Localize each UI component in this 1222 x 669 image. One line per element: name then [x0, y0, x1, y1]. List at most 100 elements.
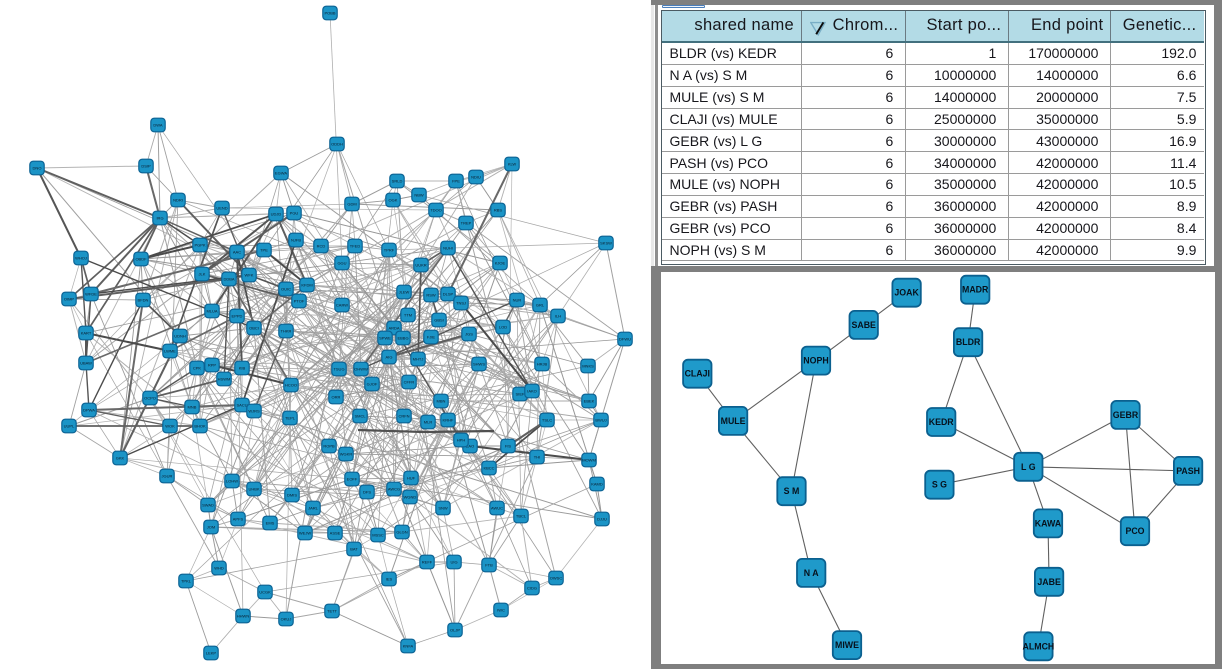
svg-text:WGKR: WGKR: [340, 452, 353, 457]
svg-text:UUPL: UUPL: [64, 424, 75, 429]
svg-text:TPKL: TPKL: [181, 579, 192, 584]
svg-text:DLSP: DLSP: [443, 292, 454, 297]
svg-text:JOAK: JOAK: [894, 288, 919, 298]
svg-text:UBAW: UBAW: [80, 361, 92, 366]
svg-text:RCD: RCD: [317, 244, 326, 249]
svg-text:L G: L G: [1021, 462, 1036, 472]
svg-text:LOD: LOD: [499, 325, 507, 330]
svg-text:KLW: KLW: [508, 162, 517, 167]
svg-text:WGND: WGND: [404, 495, 417, 500]
svg-text:EGWA: EGWA: [275, 171, 287, 176]
svg-text:GKK: GKK: [116, 456, 125, 461]
svg-text:CARW: CARW: [336, 303, 348, 308]
svg-text:SKSW: SKSW: [600, 241, 612, 246]
svg-text:GRL: GRL: [536, 303, 545, 308]
svg-text:NDIU: NDIU: [471, 175, 481, 180]
svg-text:IRG: IRG: [156, 216, 163, 221]
svg-text:TBCL: TBCL: [516, 514, 527, 519]
svg-text:PASH: PASH: [1176, 466, 1200, 476]
svg-text:TETT: TETT: [327, 609, 338, 614]
svg-text:BLDR: BLDR: [956, 337, 981, 347]
svg-text:DNO: DNO: [33, 166, 42, 171]
svg-text:BWUJ: BWUJ: [595, 418, 606, 423]
svg-text:DPWA: DPWA: [83, 408, 95, 413]
svg-text:N A: N A: [804, 568, 819, 578]
svg-text:KAMD: KAMD: [591, 482, 603, 487]
svg-text:HSWM: HSWM: [218, 377, 231, 382]
svg-text:TDOO: TDOO: [430, 208, 442, 213]
svg-text:UEND: UEND: [216, 206, 227, 211]
svg-text:IWC: IWC: [497, 608, 505, 613]
svg-text:DSIP: DSIP: [141, 164, 151, 169]
svg-text:AAC: AAC: [233, 250, 241, 255]
svg-text:S G: S G: [932, 480, 947, 490]
svg-text:PGU: PGU: [290, 211, 299, 216]
svg-text:GEBR: GEBR: [1113, 410, 1139, 420]
svg-text:MADR: MADR: [962, 285, 989, 295]
svg-text:EBEK: EBEK: [584, 399, 595, 404]
svg-text:JABE: JABE: [1037, 577, 1061, 587]
svg-text:UCGK: UCGK: [259, 590, 271, 595]
svg-text:THI: THI: [534, 455, 540, 460]
svg-text:OGK: OGK: [389, 198, 398, 203]
svg-text:REFF: REFF: [422, 560, 433, 565]
svg-text:IES: IES: [386, 577, 393, 582]
svg-text:MNKS: MNKS: [582, 364, 594, 369]
svg-text:NOPH: NOPH: [803, 356, 828, 366]
svg-text:BHOK: BHOK: [194, 424, 206, 429]
svg-text:SPWE: SPWE: [379, 336, 391, 341]
svg-text:WHD: WHD: [214, 566, 224, 571]
svg-text:WEJW: WEJW: [299, 531, 311, 536]
svg-text:UHBK: UHBK: [248, 487, 259, 492]
svg-text:PGPK: PGPK: [194, 243, 205, 248]
svg-text:SNW: SNW: [438, 506, 448, 511]
svg-text:MLR: MLR: [424, 420, 433, 425]
svg-text:ALMCH: ALMCH: [1023, 641, 1055, 651]
svg-text:MOWM: MOWM: [582, 458, 596, 463]
svg-text:PCO: PCO: [1125, 526, 1144, 536]
svg-text:DWA: DWA: [153, 123, 163, 128]
svg-text:KEDR: KEDR: [929, 417, 955, 427]
svg-text:MSSC: MSSC: [372, 533, 384, 538]
svg-text:GJOF: GJOF: [367, 382, 378, 387]
svg-text:NJFB: NJFB: [291, 238, 301, 243]
svg-text:WHOJ: WHOJ: [75, 256, 87, 261]
svg-text:RSW: RSW: [426, 293, 436, 298]
svg-text:WJRS: WJRS: [248, 409, 260, 414]
svg-text:POBB: POBB: [324, 11, 335, 16]
svg-text:MHTJ: MHTJ: [413, 357, 424, 362]
svg-text:MULE: MULE: [721, 416, 746, 426]
svg-text:ILH: ILH: [555, 314, 561, 319]
svg-text:ROPB: ROPB: [323, 444, 335, 449]
svg-text:FIS: FIS: [505, 444, 512, 449]
svg-text:FTB: FTB: [485, 563, 493, 568]
svg-text:HRJB: HRJB: [537, 362, 548, 367]
svg-text:ODDH: ODDH: [331, 142, 343, 147]
svg-text:OBDF: OBDF: [135, 257, 147, 262]
svg-text:TPE: TPE: [260, 248, 268, 253]
svg-text:CRFN: CRFN: [398, 414, 409, 419]
svg-text:OIMP: OIMP: [64, 297, 75, 302]
svg-text:KIB: KIB: [239, 366, 246, 371]
svg-text:OKUJ: OKUJ: [281, 617, 292, 622]
svg-text:OWSC: OWSC: [550, 576, 563, 581]
svg-text:HUF: HUF: [407, 476, 416, 481]
svg-text:JGUR: JGUR: [162, 474, 173, 479]
svg-text:JOM: JOM: [207, 525, 215, 530]
svg-text:EAO: EAO: [466, 444, 474, 449]
svg-text:SHWS: SHWS: [473, 362, 485, 367]
svg-text:DFS: DFS: [363, 490, 371, 495]
svg-text:DDBA: DDBA: [223, 277, 234, 282]
svg-text:CFFR: CFFR: [404, 380, 415, 385]
svg-text:EPPD: EPPD: [232, 314, 243, 319]
svg-text:NUR: NUR: [513, 298, 522, 303]
svg-text:CLAJI: CLAJI: [685, 369, 710, 379]
svg-text:TREP: TREP: [461, 221, 472, 226]
svg-text:SMCL: SMCL: [354, 414, 366, 419]
svg-text:GGU: GGU: [337, 261, 346, 266]
svg-text:SACU: SACU: [236, 403, 247, 408]
svg-text:TSUG: TSUG: [333, 367, 344, 372]
svg-text:JARL: JARL: [308, 506, 319, 511]
svg-text:HHWN: HHWN: [237, 614, 250, 619]
svg-text:IAKO: IAKO: [527, 389, 537, 394]
